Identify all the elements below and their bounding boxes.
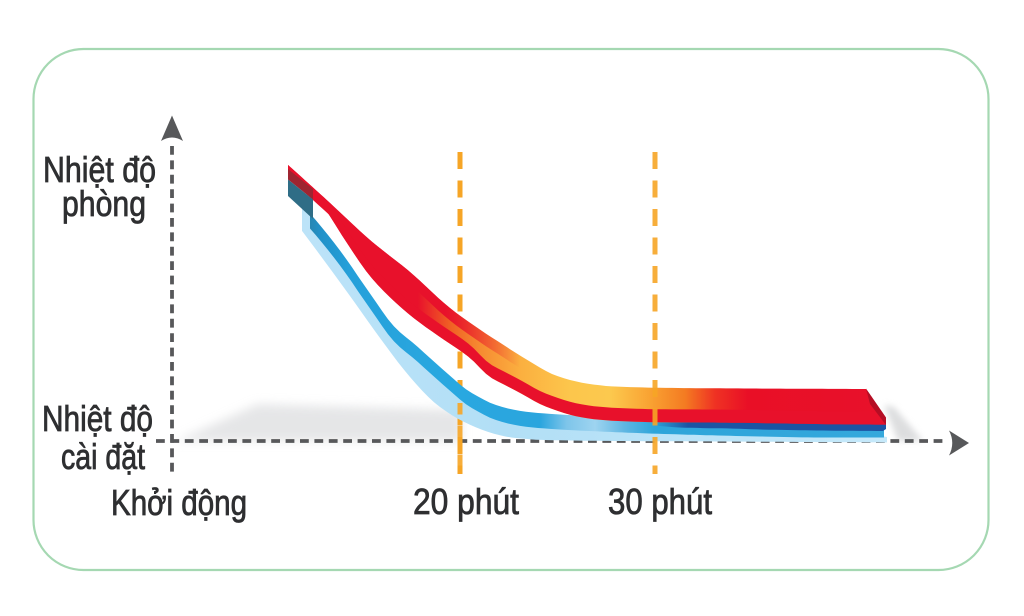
- svg-text:cài đặt: cài đặt: [61, 436, 145, 477]
- svg-text:30 phút: 30 phút: [608, 481, 712, 522]
- svg-text:phòng: phòng: [62, 183, 146, 224]
- svg-text:20 phút: 20 phút: [413, 481, 519, 522]
- svg-text:Nhiệt độ: Nhiệt độ: [42, 398, 153, 439]
- svg-text:Khởi động: Khởi động: [111, 482, 247, 523]
- svg-text:Nhiệt độ: Nhiệt độ: [43, 149, 156, 190]
